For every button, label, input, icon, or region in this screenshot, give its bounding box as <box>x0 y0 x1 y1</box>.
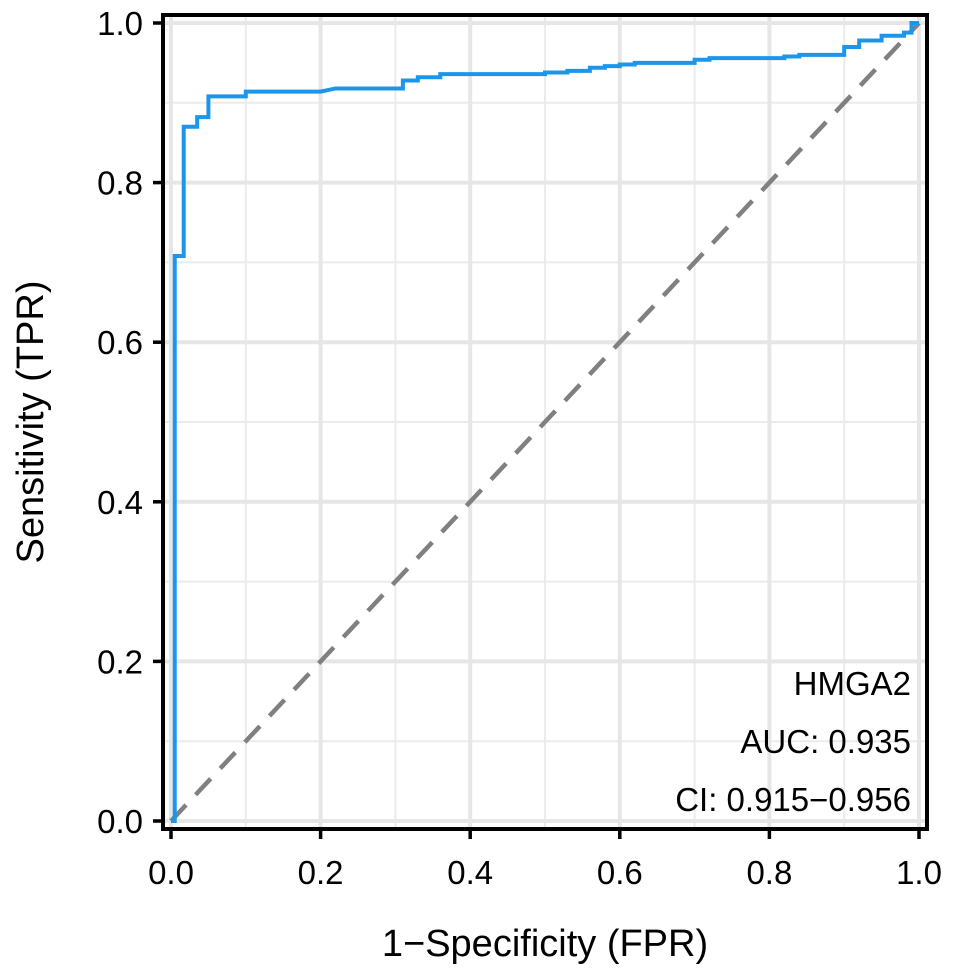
y-tick-label: 0.6 <box>97 324 143 361</box>
y-tick-label: 0.4 <box>97 484 143 521</box>
y-axis-title: Sensitivity (TPR) <box>10 281 52 564</box>
roc-curve-hmga2 <box>171 21 919 823</box>
x-tick-label: 1.0 <box>896 854 942 891</box>
ci-label: CI: 0.915−0.956 <box>675 781 911 818</box>
x-tick-label: 0.4 <box>447 854 493 891</box>
ticks-layer: 0.0 0.2 0.4 0.6 0.8 1.0 0.0 0.2 0.4 0.6 0.8 1.0 <box>97 5 942 891</box>
legend-series-name: HMGA2 <box>794 665 911 702</box>
x-axis-title: 1−Specificity (FPR) <box>382 923 708 965</box>
auc-label: AUC: 0.935 <box>740 723 911 760</box>
x-tick-label: 0.0 <box>148 854 194 891</box>
x-tick-label: 0.6 <box>597 854 643 891</box>
minor-grid <box>163 15 927 829</box>
x-tick-label: 0.2 <box>298 854 344 891</box>
y-tick-label: 0.0 <box>97 803 143 840</box>
major-grid <box>163 15 927 829</box>
series-layer <box>169 21 921 823</box>
plot-border <box>161 13 929 831</box>
x-tick-label: 0.8 <box>746 854 792 891</box>
reference-diagonal-line <box>169 21 921 823</box>
y-tick-label: 0.2 <box>97 643 143 680</box>
y-tick-label: 0.8 <box>97 165 143 202</box>
y-tick-label: 1.0 <box>97 5 143 42</box>
